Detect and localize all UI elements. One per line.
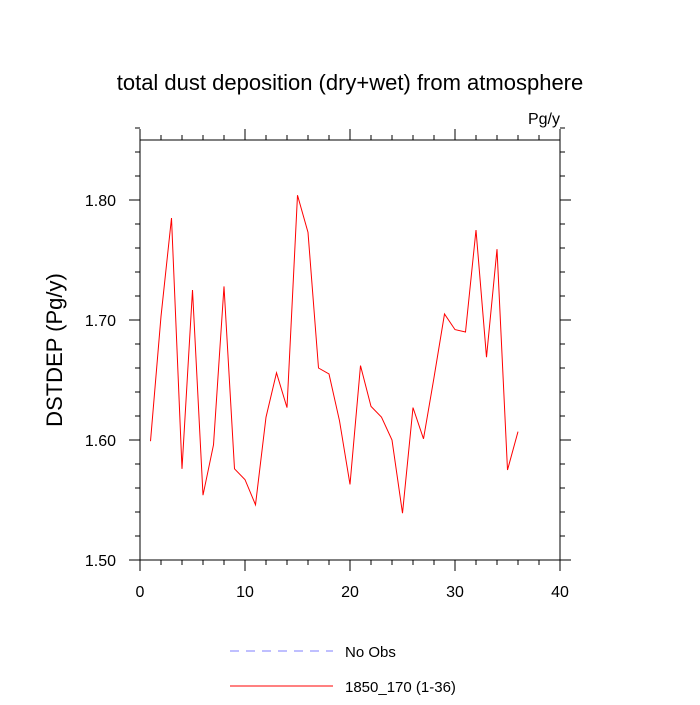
series-line <box>151 195 519 513</box>
y-tick-label: 1.50 <box>85 553 116 570</box>
units-label: Pg/y <box>528 111 560 128</box>
y-axis-label: DSTDEP (Pg/y) <box>42 273 67 427</box>
legend-label: No Obs <box>345 644 396 661</box>
x-tick-label: 0 <box>136 584 145 601</box>
x-tick-label: 30 <box>446 584 464 601</box>
chart-title: total dust deposition (dry+wet) from atm… <box>117 70 584 95</box>
x-tick-label: 40 <box>551 584 569 601</box>
series-layer <box>150 195 518 513</box>
legend: No Obs 1850_170 (1-36) <box>230 644 456 696</box>
legend-label: 1850_170 (1-36) <box>345 679 456 696</box>
x-tick-label: 10 <box>236 584 254 601</box>
x-tick-label: 20 <box>341 584 359 601</box>
y-tick-label: 1.60 <box>85 433 116 450</box>
y-tick-label: 1.70 <box>85 313 116 330</box>
y-tick-label: 1.80 <box>85 193 116 210</box>
plot-frame <box>140 140 560 560</box>
